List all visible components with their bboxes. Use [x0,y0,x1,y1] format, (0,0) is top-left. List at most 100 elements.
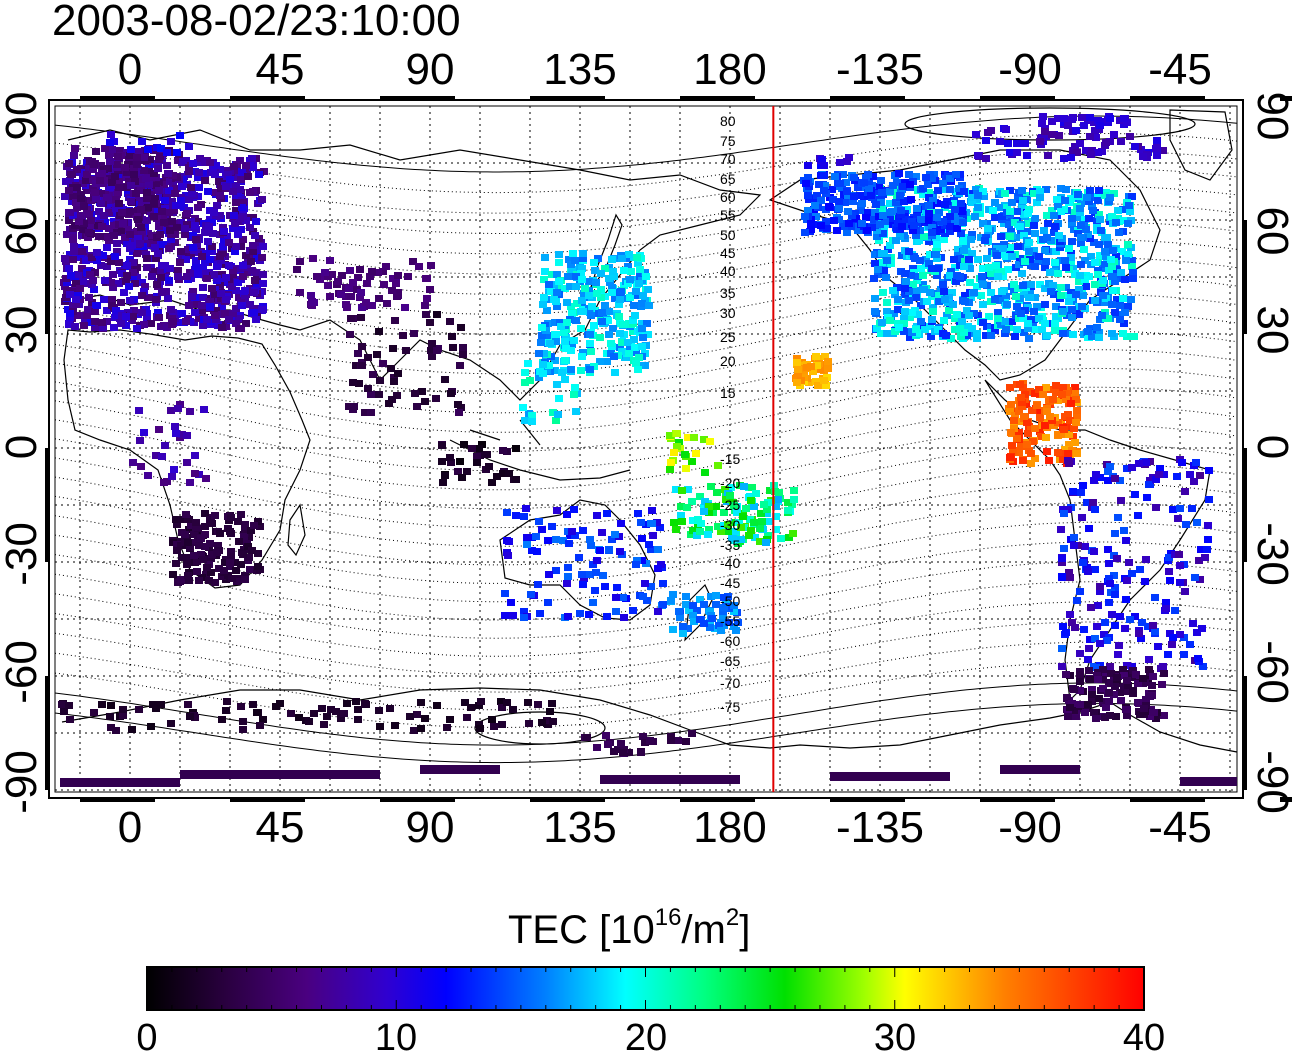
tec-cell [928,175,936,182]
contour-line [54,349,1238,433]
tec-cell [347,315,355,322]
tec-cell [627,268,635,275]
tec-cell [248,155,256,162]
tec-cell [215,565,223,572]
tec-cell [987,289,995,296]
tec-cell [354,274,362,281]
tec-cell [1080,122,1088,129]
tec-cell [1077,240,1085,247]
tec-cell [1122,688,1130,695]
tec-cell [1076,687,1084,694]
tec-cell [456,362,464,369]
tec-cell [982,332,990,339]
tec-cell [89,185,97,192]
tec-cell [777,535,785,542]
tec-cell [842,179,850,186]
tec-cell [603,510,611,517]
tec-cell [540,294,548,301]
tec-cell [1054,397,1062,404]
tec-cell [707,483,715,490]
tec-cell [185,302,193,309]
tec-cell [1131,613,1139,620]
tec-cell [997,233,1005,240]
frame-tick-bar [1242,676,1247,790]
tec-cell [1101,261,1109,268]
tec-cell [567,261,575,268]
tec-cell [616,548,624,555]
lon-tick-bottom: 135 [543,803,617,852]
tec-cell [77,195,85,202]
tec-cell [543,717,551,724]
tec-cell [180,204,188,211]
tec-cell [167,407,175,414]
tec-cell [564,573,572,580]
tec-cell [237,511,245,518]
tec-cell [138,279,146,286]
tec-cell [615,313,623,320]
tec-cell [886,200,894,207]
tec-cell [588,303,596,310]
tec-cell [1051,327,1059,334]
tec-cell [361,700,369,707]
tec-cell [561,376,569,383]
tec-cell [961,298,969,305]
tec-cell [1162,599,1170,606]
tec-cell [197,551,205,558]
tec-cell [900,315,908,322]
tec-cell [1142,556,1150,563]
tec-cell [1005,221,1013,228]
tec-cell [1076,671,1084,678]
tec-cell [236,186,244,193]
tec-cell [925,260,933,267]
tec-cell [1026,290,1034,297]
tec-cell [241,572,249,579]
tec-cell [879,289,887,296]
tec-cell [763,510,771,517]
tec-cell [1117,269,1125,276]
tec-cell [70,248,78,255]
tec-cell [724,521,732,528]
tec-cell [143,255,151,262]
tec-cell [618,339,626,346]
tec-cell [342,293,350,300]
tec-cell [116,147,124,154]
tec-cell [1083,194,1091,201]
tec-cell [439,479,447,486]
tec-cell [617,740,625,747]
tec-cell [564,273,572,280]
tec-cell [1061,197,1069,204]
lat-tick-left: -60 [0,640,46,704]
tec-cell [1135,630,1143,637]
tec-cell [193,558,201,565]
tec-cell [475,445,483,452]
tec-cell [178,183,186,190]
tec-cell [226,176,234,183]
tec-cell [203,316,211,323]
tec-cell [1006,249,1014,256]
tec-cell [985,313,993,320]
tec-cell [925,202,933,209]
tec-cell [160,219,168,226]
tec-cell [211,291,219,298]
frame-tick-bar [380,797,455,802]
tec-cell [217,290,225,297]
tec-cell [845,220,853,227]
contour-label: 70 [720,151,736,167]
tec-cell [684,434,692,441]
tec-cell [625,749,633,756]
tec-cell [1085,667,1093,674]
tec-cell [375,295,383,302]
tec-cell [566,283,574,290]
tec-cell [635,354,643,361]
contour-line [54,312,1238,394]
tec-cell [354,350,362,357]
tec-cell [66,314,74,321]
tec-cell [670,519,678,526]
tec-cell [1057,208,1065,215]
tec-cell [610,273,618,280]
tec-cell [1048,417,1056,424]
tec-cell [185,168,193,175]
tec-cell [924,181,932,188]
tec-cell [173,547,181,554]
lon-tick-bottom: -45 [1148,803,1212,852]
